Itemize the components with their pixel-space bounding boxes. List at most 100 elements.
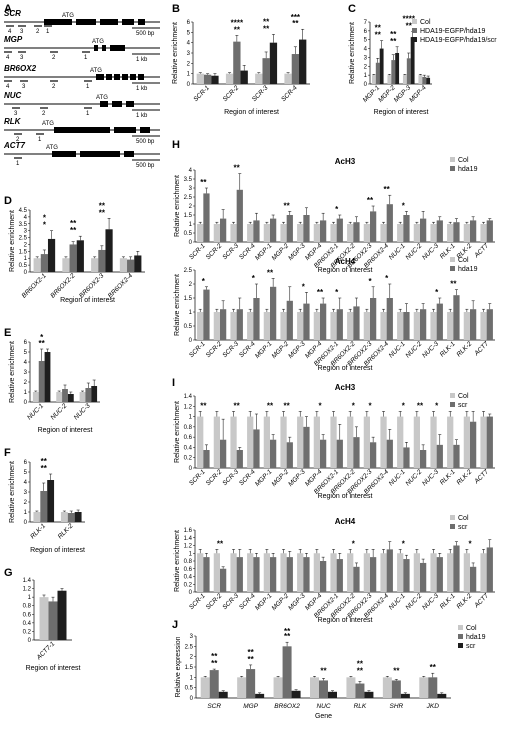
y-tick-label: 0.5: [184, 231, 193, 237]
exon-box: [106, 74, 112, 80]
bar: [330, 553, 337, 592]
legend-i-ach3: Col scr: [450, 393, 469, 409]
legend-label: scr: [458, 402, 468, 409]
bar: [313, 416, 320, 468]
significance-mark: **: [234, 401, 241, 410]
significance-mark: *: [318, 401, 322, 410]
significance-mark: *: [335, 205, 339, 214]
significance-mark: **: [211, 659, 218, 668]
y-tick-label: 5: [24, 470, 28, 476]
legend-label: Col: [466, 625, 477, 632]
bar: [240, 70, 248, 84]
category-label: RLK-1: [439, 340, 457, 358]
bar: [463, 553, 470, 592]
y-tick-label: 1: [28, 595, 32, 601]
bar: [291, 690, 301, 698]
bar: [386, 439, 393, 468]
bar: [91, 258, 99, 272]
legend-h-ach3: Col hda19: [450, 157, 478, 173]
y-tick-label: 2.5: [184, 268, 193, 274]
exon-box: [124, 151, 134, 157]
y-axis-label: Relative expression: [175, 636, 182, 697]
bar: [486, 416, 493, 468]
bar: [236, 309, 243, 340]
category-label: MGP: [243, 703, 258, 710]
significance-mark: **: [390, 37, 397, 46]
significance-mark: *: [302, 282, 306, 291]
bar: [33, 512, 41, 522]
y-tick-label: 3.5: [19, 222, 28, 228]
bar: [386, 204, 393, 242]
y-tick-label: 4.5: [19, 208, 28, 214]
exon-box: [110, 45, 125, 51]
y-tick-label: 0: [189, 590, 193, 596]
y-axis-label: Relative enrichment: [174, 530, 181, 592]
bar: [453, 545, 460, 592]
bar: [453, 444, 460, 468]
bar: [105, 229, 113, 272]
y-tick-label: 6: [24, 460, 28, 466]
y-tick-label: 0.8: [23, 604, 32, 610]
y-axis-label: Relative enrichment: [349, 22, 356, 84]
bar: [280, 553, 287, 592]
y-axis-label: Relative enrichment: [9, 461, 16, 523]
y-tick-label: 1.5: [184, 213, 193, 219]
significance-mark: **: [70, 226, 77, 235]
y-tick-label: 0: [189, 240, 193, 246]
region-number: 1: [16, 161, 20, 167]
bar: [403, 447, 410, 468]
legend-j: Col hda19 scr: [458, 625, 486, 650]
y-tick-label: 0: [187, 82, 191, 88]
scale-label: 1 kb: [136, 86, 148, 92]
y-tick-label: 2: [24, 380, 28, 386]
gene-name: RLK: [4, 117, 22, 126]
bar: [253, 220, 260, 242]
bar: [270, 439, 277, 468]
significance-mark: **: [393, 666, 400, 675]
chart-title: AcH4: [335, 257, 356, 266]
x-axis-label: Region of interest: [318, 617, 373, 624]
bar: [420, 562, 427, 592]
bar: [211, 75, 219, 84]
category-label: SCR-3: [221, 468, 240, 487]
significance-mark: **: [320, 666, 327, 675]
gene-structure-rlk: RLK ATG 2 1 500 bp: [4, 117, 160, 145]
bar: [420, 309, 427, 340]
bar: [220, 568, 227, 592]
region-number: 1: [46, 29, 50, 35]
y-tick-label: 1: [364, 73, 368, 79]
scale-label: 500 bp: [136, 31, 155, 37]
bar: [246, 669, 256, 698]
bar: [236, 189, 243, 242]
bar: [463, 416, 470, 468]
category-label: SCR-2: [222, 84, 241, 103]
bar: [422, 76, 427, 84]
category-label: NUC-3: [421, 592, 440, 611]
significance-mark: **: [317, 288, 324, 297]
bar: [480, 224, 487, 242]
category-label: MGP-1: [254, 340, 274, 360]
y-axis-label: Relative enrichment: [9, 210, 16, 272]
category-label: MGP-2: [271, 468, 291, 488]
panel-letter: D: [4, 195, 12, 207]
category-label: RLK-2: [455, 340, 473, 358]
bar: [430, 312, 437, 340]
bar: [402, 75, 407, 84]
bar: [67, 513, 75, 522]
y-tick-label: 0.2: [184, 456, 193, 462]
bar: [270, 557, 277, 592]
bar: [397, 312, 404, 340]
category-label: RLK: [354, 703, 367, 710]
significance-mark: **: [70, 219, 77, 228]
atg-label: ATG: [92, 39, 104, 45]
bar: [57, 590, 67, 640]
bar: [400, 693, 410, 698]
scale-label: 1 kb: [136, 57, 148, 63]
category-label: NUC: [316, 703, 330, 710]
significance-mark: *: [402, 201, 406, 210]
bar: [370, 557, 377, 592]
bar: [247, 224, 254, 242]
significance-mark: *: [402, 401, 406, 410]
chart-f: F 0 1 2 3 4 5 6 Relative enrichment RLK-1 **** RLK-…: [4, 447, 85, 554]
significance-mark: ****: [231, 18, 244, 27]
